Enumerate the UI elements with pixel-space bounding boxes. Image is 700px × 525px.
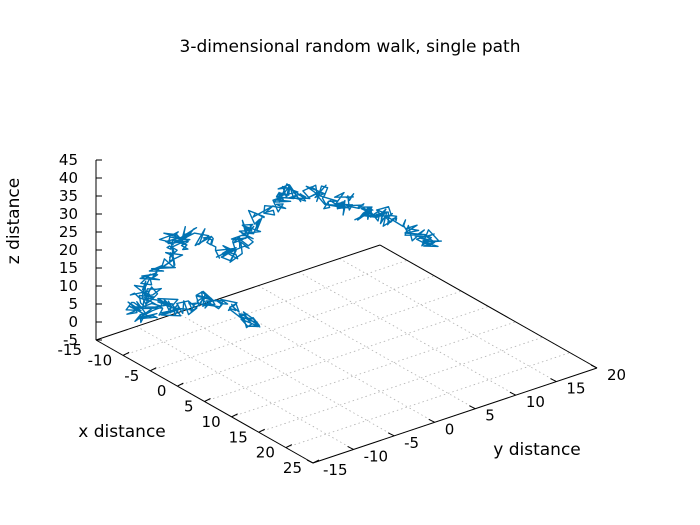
grid-line-y: [298, 271, 517, 396]
floor-grid: [95, 244, 598, 464]
y-tick-mark: [550, 378, 557, 383]
y-tick-mark: [306, 459, 314, 464]
y-tick-label: 15: [566, 380, 585, 398]
corner-tick-label: -15: [58, 341, 83, 359]
x-tick-mark: [122, 351, 130, 356]
x-tick-label: 25: [283, 459, 302, 477]
x-tick-label: 5: [184, 398, 194, 416]
y-tick-mark: [590, 364, 598, 369]
grid-line-x: [122, 259, 408, 356]
y-axis-label: y distance: [493, 440, 581, 460]
x-tick-label: 0: [157, 382, 167, 400]
x-tick-mark: [258, 428, 265, 433]
y-tick-mark: [428, 418, 435, 423]
y-tick-label: -5: [404, 434, 419, 452]
z-tick-label: 20: [59, 241, 78, 259]
z-tick-label: 35: [59, 187, 78, 205]
x-tick-label: -10: [88, 351, 113, 369]
z-tick-label: 25: [59, 223, 78, 241]
grid-line-y: [258, 285, 476, 410]
x-tick-label: 20: [256, 444, 275, 462]
z-tick-label: 40: [59, 169, 78, 187]
x-tick-mark: [177, 382, 184, 387]
y-tick-label: 0: [445, 420, 455, 438]
grid-line-x: [150, 275, 435, 372]
grid-line-y: [136, 326, 354, 450]
grid-line-x: [177, 290, 462, 387]
x-tick-label: -5: [124, 367, 139, 385]
floor-back-left-edge: [95, 244, 381, 341]
y-tick-mark: [469, 405, 476, 410]
x-tick-mark: [204, 398, 211, 402]
axes: [95, 159, 598, 464]
z-tick-label: 45: [59, 151, 78, 169]
x-tick-mark: [231, 413, 238, 418]
z-axis-label: z distance: [4, 178, 24, 264]
z-tick-label: 30: [59, 205, 78, 223]
x-tick-label: 15: [229, 428, 248, 446]
grid-line-x: [258, 336, 543, 433]
y-tick-label: 20: [607, 366, 626, 384]
random-walk-path: [125, 183, 442, 329]
grid-line-x: [204, 306, 489, 402]
x-tick-label: 10: [202, 413, 221, 431]
z-tick-label: -5: [63, 331, 78, 349]
grid-line-x: [285, 352, 571, 449]
y-tick-mark: [509, 391, 517, 396]
x-tick-mark: [312, 459, 320, 464]
x-tick-mark: [285, 444, 293, 449]
chart-title: 3-dimensional random walk, single path: [180, 37, 521, 57]
x-tick-mark: [150, 367, 157, 372]
z-tick-label: 5: [68, 295, 78, 313]
y-tick-mark: [387, 432, 395, 437]
z-tick-label: 0: [68, 313, 78, 331]
x-axis-label: x distance: [78, 422, 166, 442]
y-tick-label: -15: [323, 461, 348, 479]
y-axis-line: [312, 367, 598, 464]
series-layer: [125, 183, 442, 329]
grid-line-y: [217, 298, 435, 423]
grid-line-x: [231, 321, 516, 418]
grid-line-y: [339, 258, 557, 382]
grid-line-y: [176, 312, 395, 437]
y-tick-label: 5: [485, 407, 495, 425]
z-tick-label: 15: [59, 259, 78, 277]
z-tick-label: 10: [59, 277, 78, 295]
floor-back-right-edge: [379, 244, 598, 369]
y-tick-mark: [347, 445, 354, 450]
y-tick-label: -10: [364, 447, 389, 465]
y-tick-label: 10: [526, 393, 545, 411]
